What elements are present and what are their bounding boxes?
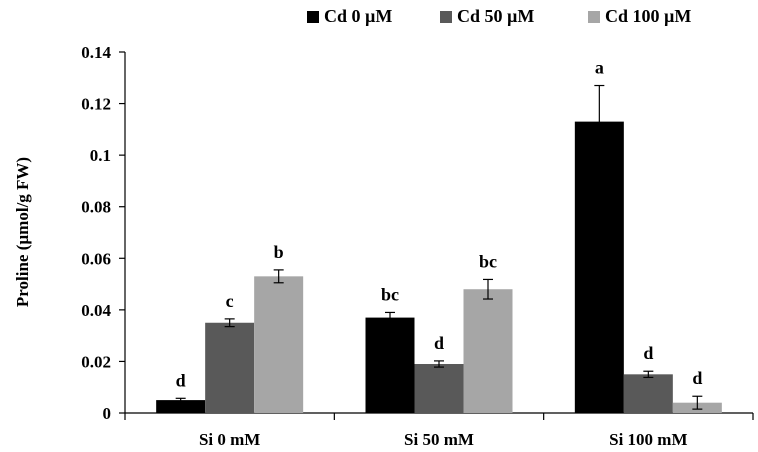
y-axis: 0 0.02 0.04 0.06 0.08 0.1 0.12 0.14 — [81, 43, 126, 423]
x-tick-label: Si 100 mM — [609, 430, 687, 449]
y-tick-label: 0.14 — [81, 43, 111, 62]
significance-label: bc — [479, 251, 497, 271]
y-tick-label: 0.02 — [81, 352, 111, 371]
y-tick-label: 0.06 — [81, 249, 111, 268]
legend-label: Cd 100 µM — [605, 6, 691, 26]
legend-swatch — [307, 11, 319, 23]
significance-label: b — [274, 242, 284, 262]
significance-label: a — [595, 58, 604, 78]
bar — [254, 276, 304, 413]
significance-label: bc — [381, 284, 399, 304]
bar — [463, 289, 513, 413]
significance-label: d — [643, 343, 653, 363]
bar — [365, 317, 415, 413]
y-tick-label: 0.08 — [81, 198, 111, 217]
x-tick-label: Si 0 mM — [199, 430, 260, 449]
bars-group: d bc a c d d b bc d — [156, 58, 722, 413]
bar — [156, 400, 206, 413]
y-tick-label: 0.04 — [81, 301, 111, 320]
significance-label: d — [692, 368, 702, 388]
significance-label: d — [434, 333, 444, 353]
legend-label: Cd 0 µM — [324, 6, 392, 26]
x-axis: Si 0 mM Si 50 mM Si 100 mM — [124, 412, 754, 449]
significance-label: c — [226, 291, 234, 311]
bar — [623, 374, 673, 413]
bar — [574, 121, 624, 413]
x-tick-label: Si 50 mM — [404, 430, 474, 449]
bar — [414, 364, 464, 413]
bar — [205, 322, 255, 413]
significance-label: d — [176, 370, 186, 390]
legend-swatch — [588, 11, 600, 23]
legend: Cd 0 µM Cd 50 µM Cd 100 µM — [307, 6, 691, 26]
y-tick-label: 0 — [103, 404, 112, 423]
legend-label: Cd 50 µM — [457, 6, 534, 26]
y-axis-title: Proline (µmol/g FW) — [13, 157, 32, 307]
y-tick-label: 0.1 — [90, 146, 111, 165]
y-tick-label: 0.12 — [81, 95, 111, 114]
legend-swatch — [440, 11, 452, 23]
